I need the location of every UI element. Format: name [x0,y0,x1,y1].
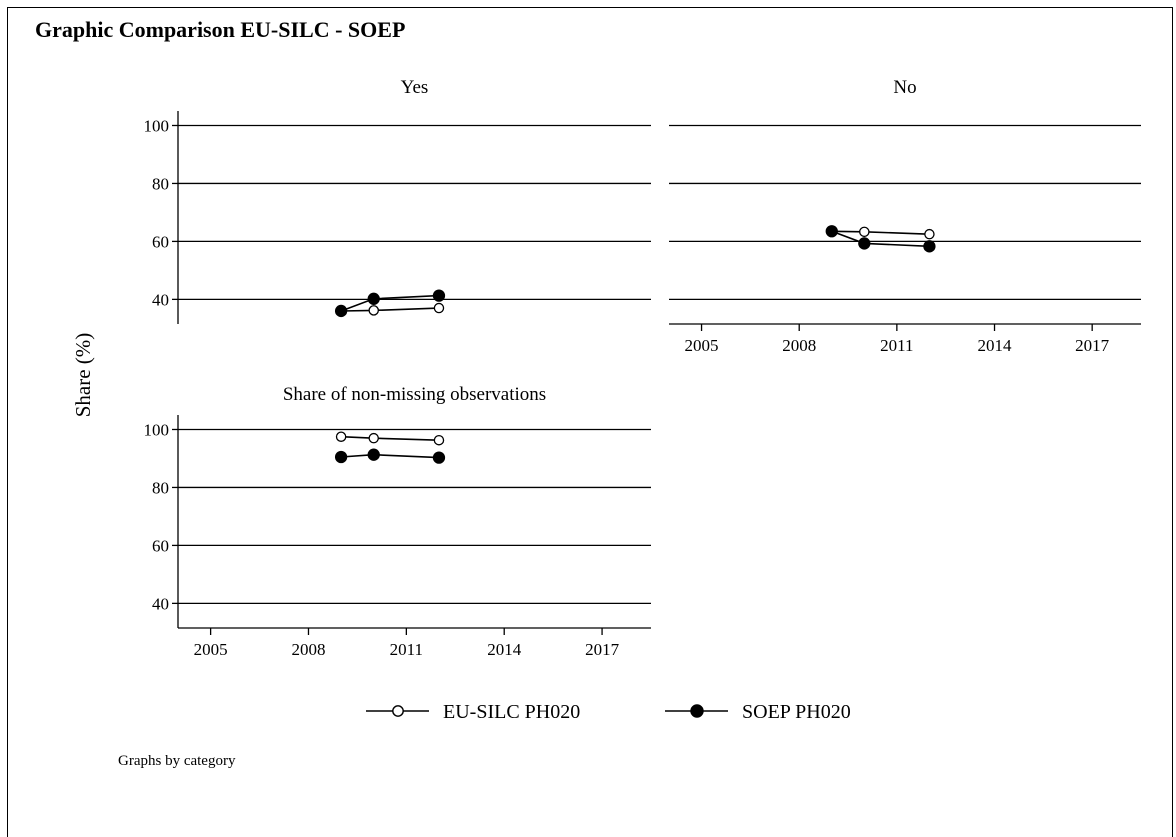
graphs-by-note: Graphs by category [118,753,236,769]
panel-yes-soep-ph020-point [432,289,446,302]
legend-eu-silc-ph020-marker [392,705,404,717]
panel-share-of-non-missing-observations-y-tick-label-60: 60 [152,536,169,555]
panel-no-eu-silc-ph020-line [831,230,930,235]
panel-yes-eu-silc-ph020-line [341,307,440,312]
panel-share-of-non-missing-observations-title: Share of non-missing observations [283,384,546,405]
panel-yes-title: Yes [401,77,429,98]
panel-share-of-non-missing-observations-y-tick-label-40: 40 [152,594,169,613]
panel-yes-soep-ph020-point [334,304,348,318]
panel-yes-eu-silc-ph020-point [368,305,379,316]
panel-yes-soep-ph020-point [367,292,380,305]
legend-eu-silc-ph020-label: EU-SILC PH020 [443,701,580,723]
panel-share-of-non-missing-observations-eu-silc-ph020-point [433,434,445,446]
legend-soep-ph020-label: SOEP PH020 [742,701,851,723]
panel-share-of-non-missing-observations-eu-silc-ph020-point [368,432,379,444]
panel-share-of-non-missing-observations-y-tick-label-100: 100 [144,420,170,439]
panel-share-of-non-missing-observations-x-tick-label-2008: 2008 [291,640,325,659]
page-title: Graphic Comparison EU-SILC - SOEP [35,17,406,42]
panel-no-title: No [893,77,916,98]
panel-share-of-non-missing-observations-y-tick-label-80: 80 [152,478,169,497]
panel-yes-y-tick-label-80: 80 [152,174,169,193]
panel-yes-eu-silc-ph020-point [433,302,445,314]
panel-no-x-tick-label-2017: 2017 [1075,336,1110,355]
figure-frame [7,7,1173,837]
panel-share-of-non-missing-observations-soep-ph020-line [341,453,440,459]
panel-share-of-non-missing-observations-soep-ph020-point [432,451,446,464]
panel-no-eu-silc-ph020-point [924,228,935,240]
panel-yes-y-tick-label-100: 100 [144,116,170,135]
panel-share-of-non-missing-observations-x-tick-label-2014: 2014 [487,640,522,659]
panel-share-of-non-missing-observations-soep-ph020-point [367,448,380,461]
y-axis-label: Share (%) [71,333,95,418]
panel-share-of-non-missing-observations-eu-silc-ph020-point [335,431,347,442]
panel-share-of-non-missing-observations-soep-ph020-point [334,450,348,464]
panel-no-x-tick-label-2005: 2005 [685,336,719,355]
panel-no-x-tick-label-2011: 2011 [880,336,913,355]
panel-share-of-non-missing-observations-x-tick-label-2011: 2011 [390,640,423,659]
panel-no-x-tick-label-2014: 2014 [978,336,1013,355]
panel-share-of-non-missing-observations-eu-silc-ph020-line [341,435,440,441]
panel-no-soep-ph020-point [825,225,838,238]
panel-share-of-non-missing-observations-x-tick-label-2017: 2017 [585,640,620,659]
panel-yes-y-tick-label-60: 60 [152,232,169,251]
panel-yes-y-tick-label-40: 40 [152,290,169,309]
panel-share-of-non-missing-observations-x-tick-label-2005: 2005 [194,640,228,659]
panel-no-eu-silc-ph020-point [859,226,870,238]
panel-no-soep-ph020-point [923,240,936,253]
panel-no-x-tick-label-2008: 2008 [782,336,816,355]
panel-no-soep-ph020-point [858,237,871,250]
legend-soep-ph020-marker [690,704,704,718]
